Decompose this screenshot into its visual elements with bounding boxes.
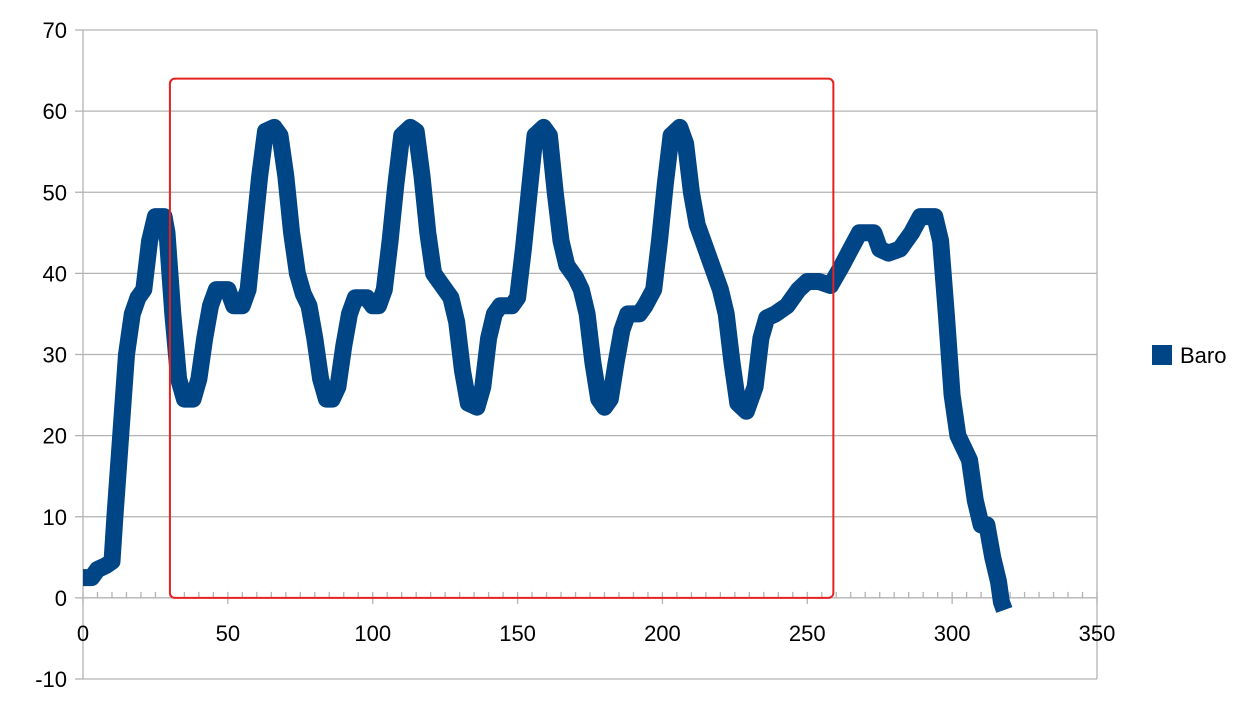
annotation-layer: [168, 77, 835, 599]
legend-label: Baro: [1180, 343, 1226, 368]
y-tick-label: -10: [35, 667, 67, 692]
series-line-baro: [83, 118, 1013, 613]
legend: Baro: [1152, 343, 1226, 368]
x-tick-label: 150: [499, 621, 536, 646]
x-tick-label: 50: [216, 621, 240, 646]
y-tick-label: 10: [43, 505, 67, 530]
annotation-rectangle: [168, 77, 835, 599]
x-tick-label: 100: [354, 621, 391, 646]
y-tick-label: 50: [43, 180, 67, 205]
x-tick-label: 200: [644, 621, 681, 646]
x-tick-label: 250: [789, 621, 826, 646]
y-tick-label: 0: [55, 586, 67, 611]
y-tick-label: 70: [43, 18, 67, 43]
x-tick-label: 300: [934, 621, 971, 646]
y-tick-label: 20: [43, 424, 67, 449]
series-layer: [83, 118, 1013, 613]
y-tick-label: 30: [43, 343, 67, 368]
y-tick-label: 60: [43, 99, 67, 124]
tick-labels: -10 0 10 20 30 40 50 60 70 0 50 100 150 200 250 300 350: [35, 18, 1115, 692]
y-tick-label: 40: [43, 261, 67, 286]
legend-swatch: [1152, 345, 1172, 365]
x-tick-label: 0: [77, 621, 89, 646]
x-tick-label: 350: [1079, 621, 1116, 646]
